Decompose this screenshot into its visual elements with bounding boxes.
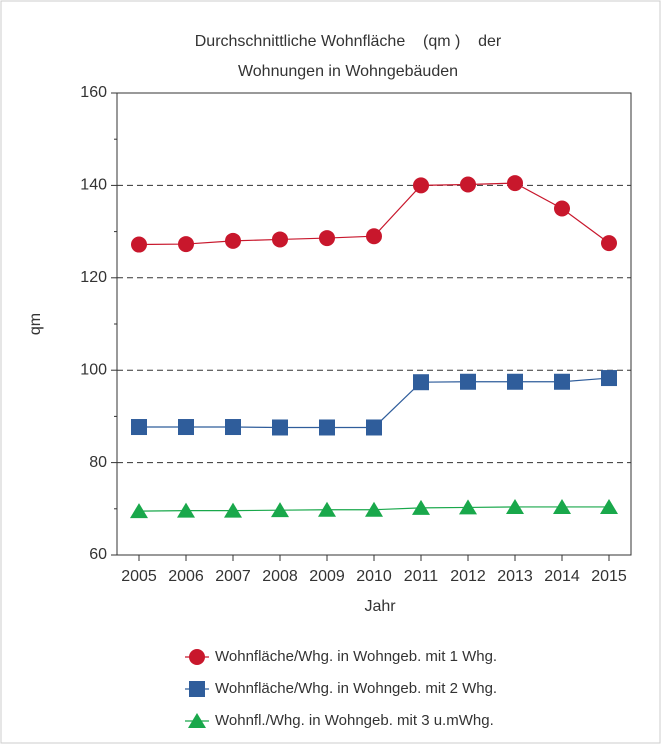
marker <box>131 236 147 253</box>
marker <box>412 499 430 515</box>
y-tick-label: 140 <box>80 177 107 194</box>
marker <box>225 419 241 436</box>
y-axis-label: qm <box>27 313 44 335</box>
x-tick-label: 2009 <box>309 568 345 585</box>
chart-title: Wohnungen in Wohngebäuden <box>238 63 458 80</box>
x-tick-label: 2012 <box>450 568 486 585</box>
y-tick-label: 100 <box>80 361 107 378</box>
x-tick-label: 2011 <box>404 568 439 585</box>
marker <box>130 503 148 519</box>
marker <box>413 177 429 194</box>
marker <box>272 419 288 436</box>
marker <box>554 200 570 217</box>
marker <box>189 649 205 665</box>
marker <box>178 236 194 253</box>
x-tick-label: 2006 <box>168 568 204 585</box>
x-tick-label: 2007 <box>215 568 251 585</box>
marker <box>225 232 241 249</box>
marker <box>177 502 195 518</box>
legend-label: Wohnfläche/Whg. in Wohngeb. mit 2 Whg. <box>215 680 497 697</box>
x-axis-label: Jahr <box>364 598 396 615</box>
x-tick-label: 2015 <box>591 568 627 585</box>
marker <box>319 230 335 247</box>
marker <box>272 231 288 248</box>
x-tick-label: 2013 <box>497 568 533 585</box>
chart-title: Durchschnittliche Wohnfläche (qm ) der <box>195 33 502 50</box>
marker <box>506 498 524 514</box>
marker <box>365 501 383 517</box>
marker <box>224 502 242 518</box>
x-tick-label: 2008 <box>262 568 298 585</box>
y-tick-label: 160 <box>80 84 107 101</box>
marker <box>601 370 617 387</box>
x-tick-label: 2005 <box>121 568 157 585</box>
marker <box>319 419 335 436</box>
marker <box>600 498 618 514</box>
marker <box>554 373 570 390</box>
marker <box>188 713 206 728</box>
marker <box>460 373 476 390</box>
y-tick-label: 120 <box>80 269 107 286</box>
marker <box>460 176 476 193</box>
marker <box>553 498 571 514</box>
x-tick-label: 2010 <box>356 568 392 585</box>
y-tick-label: 60 <box>89 546 107 563</box>
marker <box>189 681 205 697</box>
legend-label: Wohnfl./Whg. in Wohngeb. mit 3 u.mWhg. <box>215 712 494 729</box>
marker <box>507 373 523 390</box>
marker <box>507 175 523 192</box>
marker <box>318 501 336 517</box>
marker <box>413 374 429 391</box>
marker <box>178 419 194 436</box>
marker <box>366 419 382 436</box>
x-tick-label: 2014 <box>544 568 580 585</box>
marker <box>601 235 617 252</box>
legend-label: Wohnfläche/Whg. in Wohngeb. mit 1 Whg. <box>215 648 497 665</box>
marker <box>366 228 382 245</box>
y-tick-label: 80 <box>89 454 107 471</box>
marker <box>271 502 289 518</box>
marker <box>131 419 147 436</box>
marker <box>459 499 477 515</box>
